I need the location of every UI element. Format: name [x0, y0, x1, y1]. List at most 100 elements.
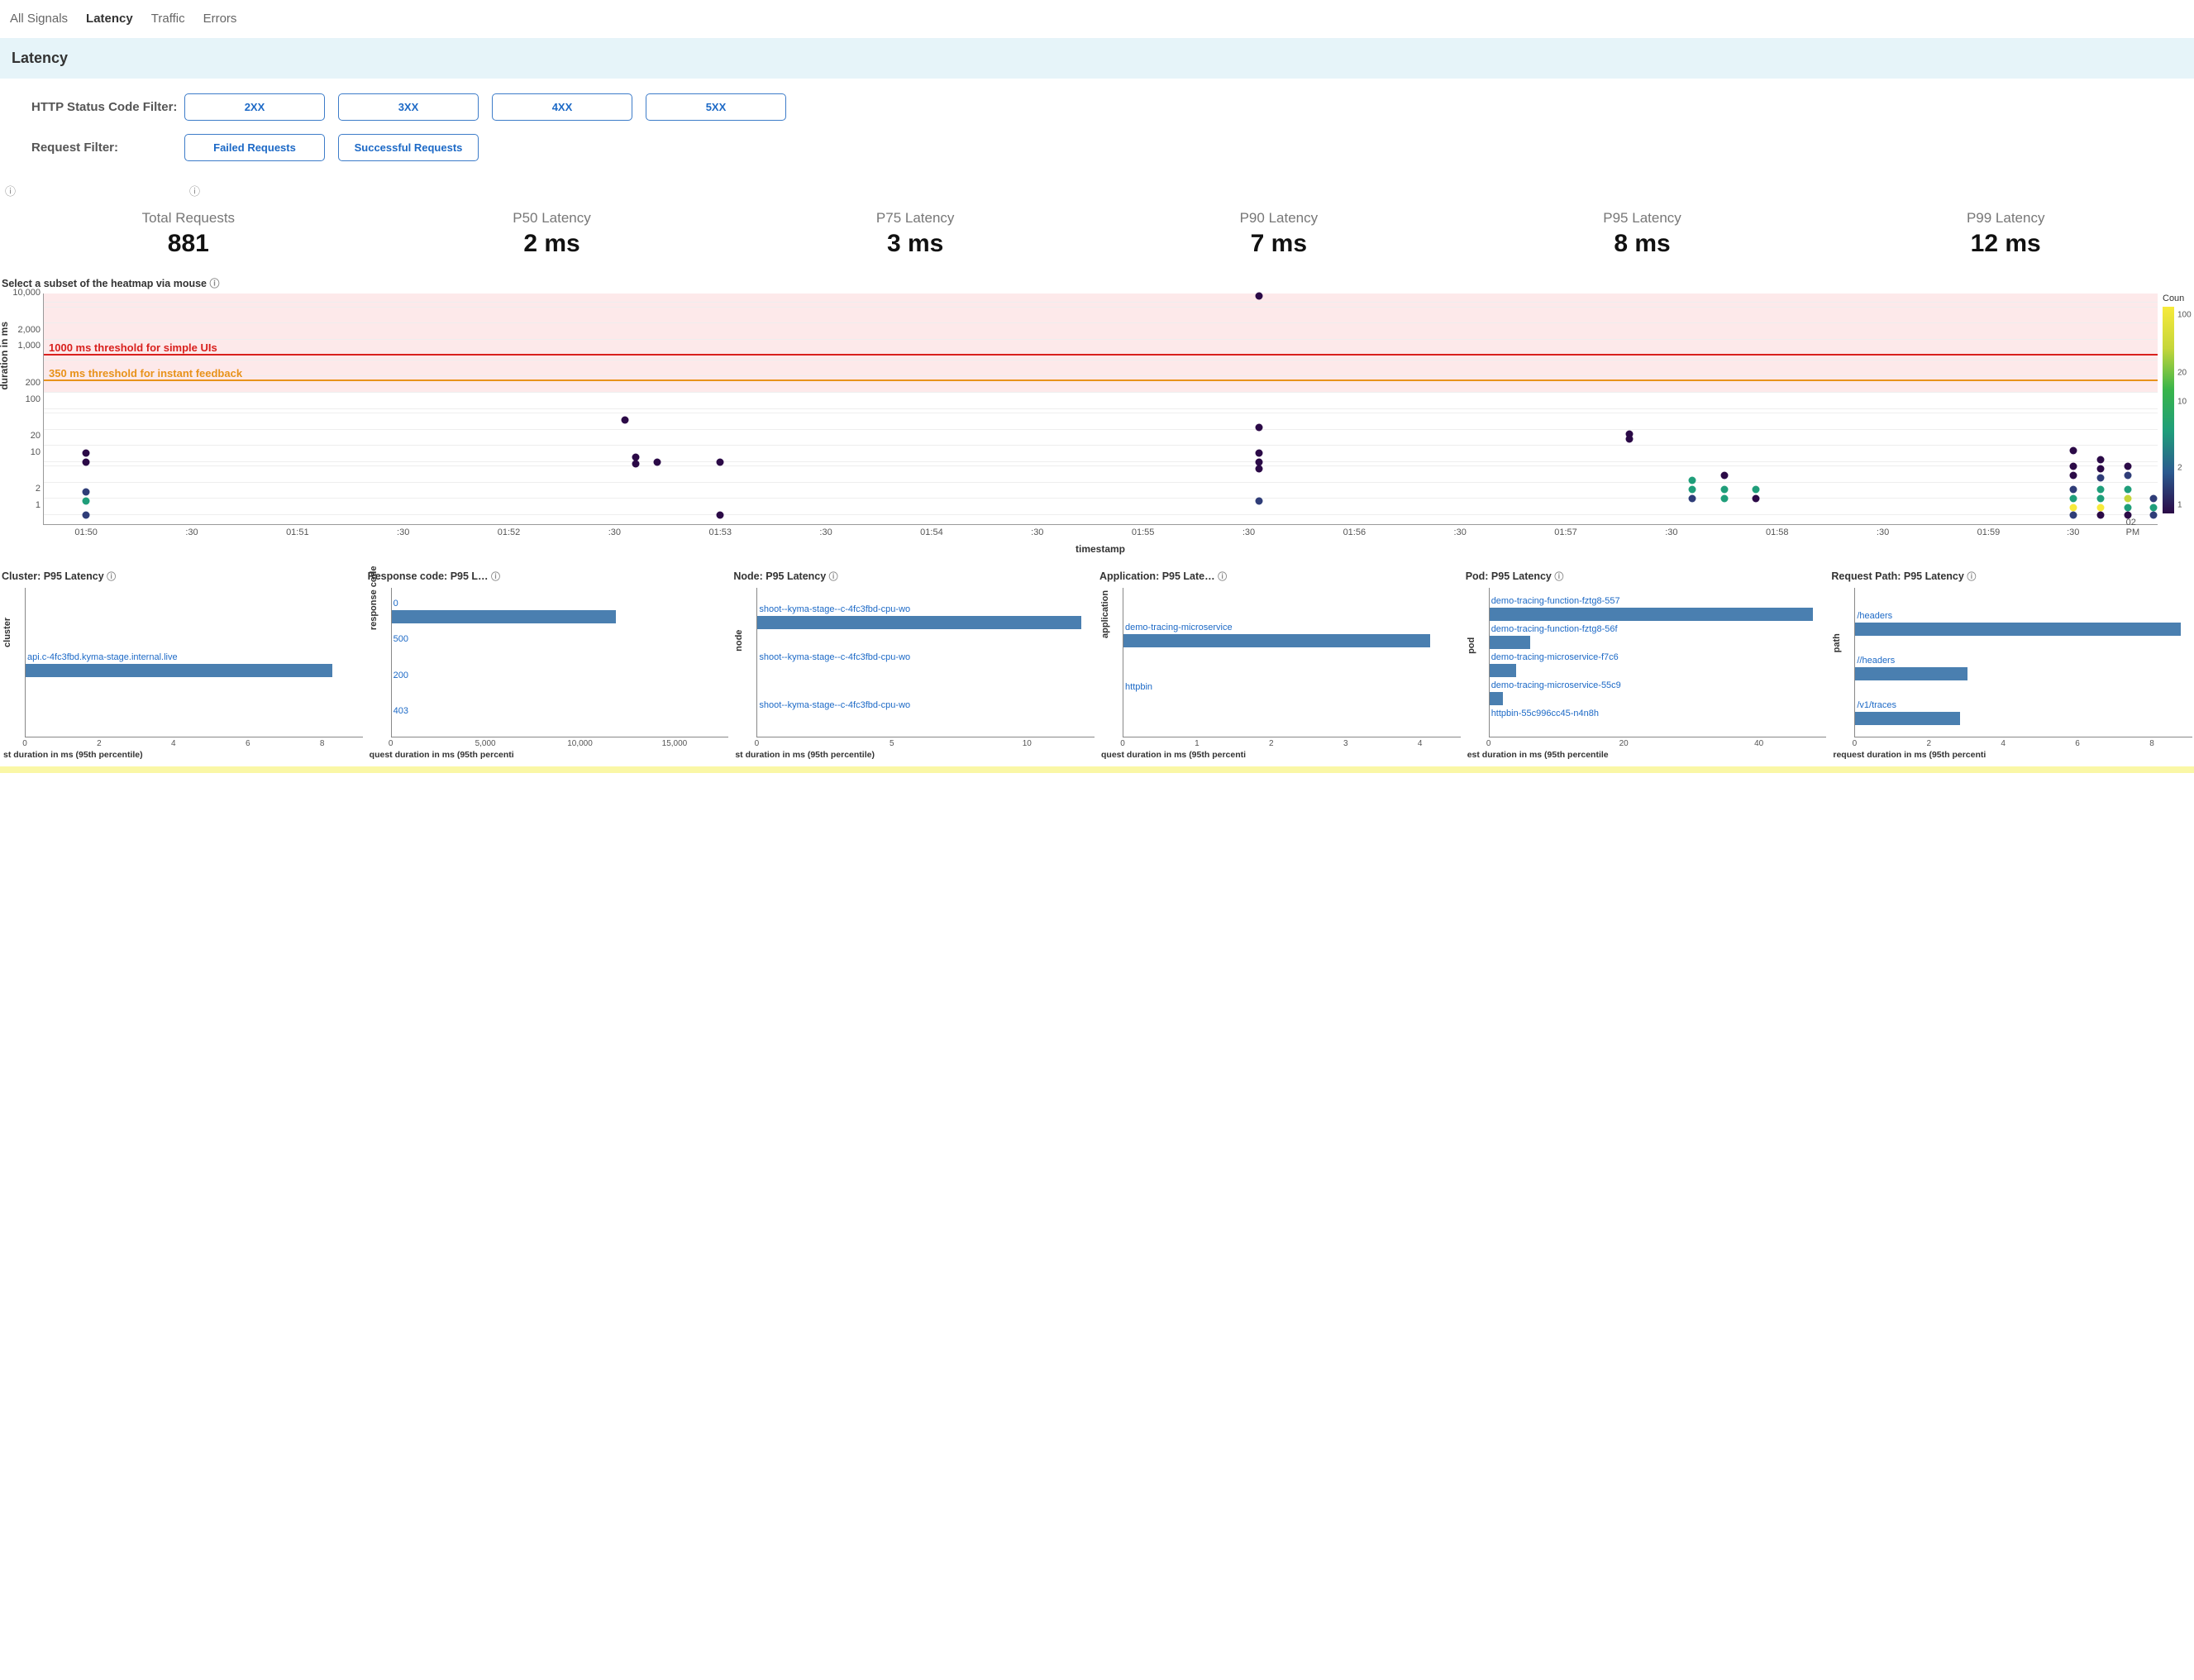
bar-label[interactable]: /v1/traces	[1857, 700, 1896, 710]
heatmap-point[interactable]	[1256, 498, 1263, 505]
tabs: All Signals Latency Traffic Errors	[0, 0, 2194, 38]
heatmap-point[interactable]	[622, 417, 629, 424]
heatmap-point[interactable]	[83, 488, 90, 495]
heatmap-point[interactable]	[1256, 423, 1263, 431]
bar[interactable]	[392, 610, 617, 623]
heatmap-point[interactable]	[2096, 465, 2104, 473]
pill-4xx[interactable]: 4XX	[492, 93, 632, 121]
pill-2xx[interactable]: 2XX	[184, 93, 325, 121]
info-icon[interactable]	[1967, 570, 1976, 582]
heatmap-point[interactable]	[1753, 486, 1760, 494]
heatmap-point[interactable]	[2069, 472, 2077, 480]
info-icon[interactable]	[1218, 570, 1227, 582]
bar-label[interactable]: shoot--kyma-stage--c-4fc3fbd-cpu-wo	[759, 604, 910, 614]
heatmap-point[interactable]	[1753, 495, 1760, 503]
bar-label[interactable]: demo-tracing-microservice-55c9	[1491, 680, 1621, 690]
heatmap-point[interactable]	[632, 461, 639, 468]
bar-label[interactable]: /headers	[1857, 611, 1892, 621]
small-chart-plot[interactable]: clusterapi.c-4fc3fbd.kyma-stage.internal…	[25, 588, 363, 737]
bar-label[interactable]: 0	[393, 599, 398, 609]
small-chart-plot[interactable]: applicationdemo-tracing-microservicehttp…	[1123, 588, 1461, 737]
tab-all-signals[interactable]: All Signals	[10, 12, 68, 26]
bar[interactable]	[1855, 667, 1967, 680]
bar-label[interactable]: shoot--kyma-stage--c-4fc3fbd-cpu-wo	[759, 700, 910, 710]
small-chart-plot[interactable]: poddemo-tracing-function-fztg8-557demo-t…	[1489, 588, 1827, 737]
info-icon[interactable]	[209, 278, 219, 289]
heatmap-point[interactable]	[2096, 511, 2104, 518]
bar[interactable]	[1855, 623, 2181, 636]
bar-label[interactable]: //headers	[1857, 656, 1895, 666]
pill-failed[interactable]: Failed Requests	[184, 134, 325, 161]
bar[interactable]	[1855, 712, 1960, 725]
heatmap-point[interactable]	[2096, 456, 2104, 463]
heatmap-plot[interactable]: duration in ms 1000 ms threshold for sim…	[0, 294, 2158, 555]
heatmap-point[interactable]	[717, 511, 724, 518]
bar[interactable]	[1490, 664, 1517, 677]
heatmap-point[interactable]	[1256, 449, 1263, 456]
tab-traffic[interactable]: Traffic	[151, 12, 185, 26]
bar-label[interactable]: 403	[393, 706, 408, 716]
heatmap-point[interactable]	[2096, 495, 2104, 503]
heatmap-point[interactable]	[2149, 511, 2157, 518]
heatmap-point[interactable]	[2149, 495, 2157, 503]
info-icon[interactable]	[829, 570, 838, 582]
bar[interactable]	[26, 664, 332, 677]
bar[interactable]	[1490, 608, 1813, 621]
heatmap-point[interactable]	[83, 498, 90, 505]
pill-5xx[interactable]: 5XX	[646, 93, 786, 121]
bar-label[interactable]: demo-tracing-function-fztg8-56f	[1491, 624, 1618, 634]
heatmap-point[interactable]	[2125, 486, 2132, 494]
heatmap-point[interactable]	[2069, 486, 2077, 494]
heatmap-point[interactable]	[2096, 486, 2104, 494]
heatmap-point[interactable]	[83, 511, 90, 518]
bar[interactable]	[757, 616, 1080, 629]
bar-label[interactable]: demo-tracing-function-fztg8-557	[1491, 596, 1620, 606]
heatmap-point[interactable]	[1625, 435, 1633, 442]
info-icon[interactable]	[189, 183, 200, 198]
heatmap-point[interactable]	[1720, 486, 1728, 494]
heatmap-point[interactable]	[2125, 495, 2132, 503]
heatmap-point[interactable]	[2096, 475, 2104, 482]
bar-label[interactable]: api.c-4fc3fbd.kyma-stage.internal.live	[27, 652, 178, 662]
heatmap-point[interactable]	[2069, 446, 2077, 454]
heatmap-point[interactable]	[2125, 472, 2132, 480]
bar-label[interactable]: httpbin	[1125, 682, 1152, 692]
tab-errors[interactable]: Errors	[203, 12, 237, 26]
heatmap-point[interactable]	[1689, 477, 1696, 484]
bar-label[interactable]: 500	[393, 634, 408, 644]
heatmap-point[interactable]	[2069, 511, 2077, 518]
heatmap-point[interactable]	[1256, 292, 1263, 299]
pill-3xx[interactable]: 3XX	[338, 93, 479, 121]
heatmap-point[interactable]	[1720, 472, 1728, 480]
info-icon[interactable]	[1554, 570, 1563, 582]
bar-label[interactable]: httpbin-55c996cc45-n4n8h	[1491, 709, 1599, 718]
heatmap-point[interactable]	[2125, 463, 2132, 470]
heatmap-point[interactable]	[1256, 465, 1263, 473]
heatmap-point[interactable]	[653, 458, 661, 465]
heatmap-point[interactable]	[83, 449, 90, 456]
heatmap-point[interactable]	[717, 458, 724, 465]
small-chart-plot[interactable]: nodeshoot--kyma-stage--c-4fc3fbd-cpu-wos…	[756, 588, 1095, 737]
info-icon[interactable]	[107, 570, 116, 582]
bar-label[interactable]: demo-tracing-microservice	[1125, 623, 1233, 632]
heatmap-point[interactable]	[1720, 495, 1728, 503]
heatmap-point[interactable]	[83, 458, 90, 465]
heatmap-point[interactable]	[2069, 495, 2077, 503]
small-chart-plot[interactable]: path/headers//headers/v1/traces	[1854, 588, 2192, 737]
bar-label[interactable]: demo-tracing-microservice-f7c6	[1491, 652, 1619, 662]
small-chart-plot[interactable]: response code0500200403	[391, 588, 729, 737]
bar[interactable]	[1490, 692, 1503, 705]
bar[interactable]	[1490, 636, 1530, 649]
heatmap-point[interactable]	[1689, 486, 1696, 494]
heatmap-point[interactable]	[1689, 495, 1696, 503]
heatmap-point[interactable]	[2125, 511, 2132, 518]
heatmap-point[interactable]	[2069, 463, 2077, 470]
info-icon[interactable]	[5, 183, 16, 198]
tab-latency[interactable]: Latency	[86, 12, 133, 26]
small-xtick: 5,000	[475, 739, 496, 748]
bar-label[interactable]: shoot--kyma-stage--c-4fc3fbd-cpu-wo	[759, 652, 910, 662]
pill-successful[interactable]: Successful Requests	[338, 134, 479, 161]
bar-label[interactable]: 200	[393, 671, 408, 680]
bar[interactable]	[1123, 634, 1430, 647]
info-icon[interactable]	[491, 570, 500, 582]
